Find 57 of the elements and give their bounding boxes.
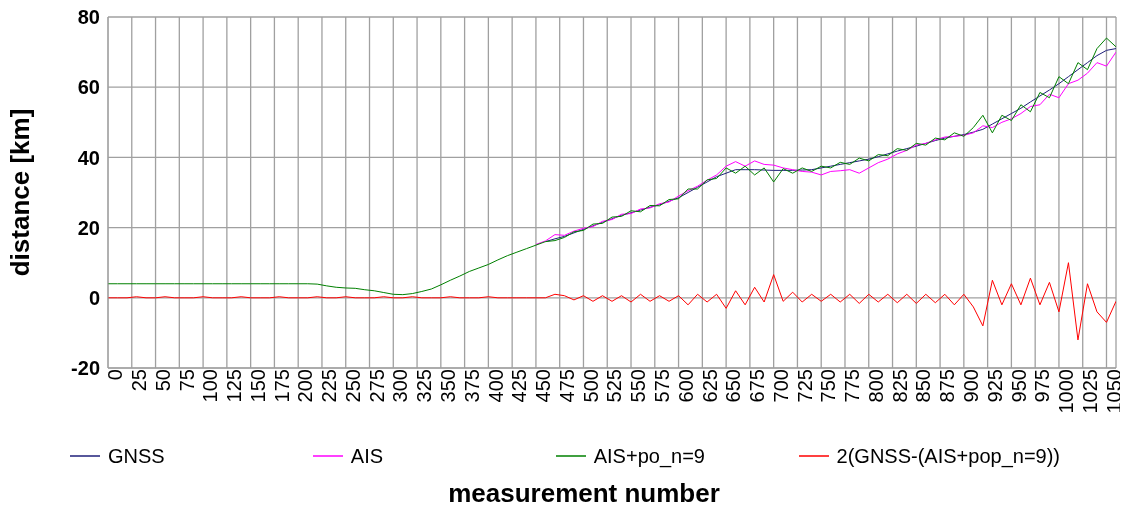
x-tick-label: 350 [437, 369, 460, 403]
legend-label: AIS [350, 444, 384, 468]
x-tick-label: 975 [1031, 369, 1054, 403]
y-tick-label: 80 [77, 6, 100, 29]
x-tick-label: 875 [936, 369, 959, 403]
y-tick-label: -20 [71, 357, 100, 380]
x-tick-label: 200 [294, 369, 317, 403]
x-tick-label: 625 [698, 369, 721, 403]
x-tick-label: 125 [223, 369, 246, 403]
x-tick-label: 925 [983, 369, 1006, 403]
x-tick-label: 475 [555, 369, 578, 403]
x-tick-label: 950 [1007, 369, 1030, 403]
x-tick-label: 825 [888, 369, 911, 403]
y-tick-label: 20 [77, 216, 100, 239]
x-tick-label: 725 [793, 369, 816, 403]
x-tick-label: 50 [151, 369, 174, 392]
x-tick-label: 600 [674, 369, 697, 403]
x-tick-label: 900 [960, 369, 983, 403]
x-tick-label: 0 [104, 369, 127, 381]
x-tick-label: 400 [484, 369, 507, 403]
x-tick-label: 1025 [1078, 369, 1101, 414]
x-tick-label: 150 [246, 369, 269, 403]
x-tick-label: 175 [270, 369, 293, 403]
x-tick-label: 500 [579, 369, 602, 403]
x-tick-label: 1050 [1102, 369, 1125, 414]
x-tick-label: 525 [603, 369, 626, 403]
x-tick-label: 300 [389, 369, 412, 403]
x-tick-label: 575 [650, 369, 673, 403]
x-tick-label: 250 [341, 369, 364, 403]
y-tick-label: 40 [77, 146, 100, 169]
x-tick-label: 750 [817, 369, 840, 403]
y-tick-label: 60 [77, 76, 100, 99]
x-tick-label: 275 [365, 369, 388, 403]
x-tick-label: 850 [912, 369, 935, 403]
y-axis-title: distance [km] [5, 108, 36, 277]
y-tick-label: 0 [88, 286, 100, 309]
x-tick-label: 75 [175, 369, 198, 392]
x-axis-title: measurement number [447, 477, 721, 510]
x-tick-label: 775 [841, 369, 864, 403]
x-tick-label: 325 [413, 369, 436, 403]
legend-label: AIS+po_n=9 [593, 444, 705, 468]
legend-label: 2(GNSS-(AIS+pop_n=9)) [836, 444, 1061, 468]
x-tick-label: 800 [864, 369, 887, 403]
x-tick-label: 25 [127, 369, 150, 392]
x-tick-label: 225 [318, 369, 341, 403]
line-series [108, 37, 1116, 296]
x-tick-label: 1000 [1055, 369, 1078, 414]
legend-label: GNSS [108, 444, 165, 468]
x-tick-label: 375 [460, 369, 483, 403]
x-tick-label: 450 [532, 369, 555, 403]
x-tick-label: 700 [769, 369, 792, 403]
x-tick-label: 650 [722, 369, 745, 403]
x-tick-label: 675 [746, 369, 769, 403]
x-tick-label: 425 [508, 369, 531, 403]
line-series [108, 262, 1116, 341]
x-tick-label: 550 [627, 369, 650, 403]
x-tick-label: 100 [199, 369, 222, 403]
